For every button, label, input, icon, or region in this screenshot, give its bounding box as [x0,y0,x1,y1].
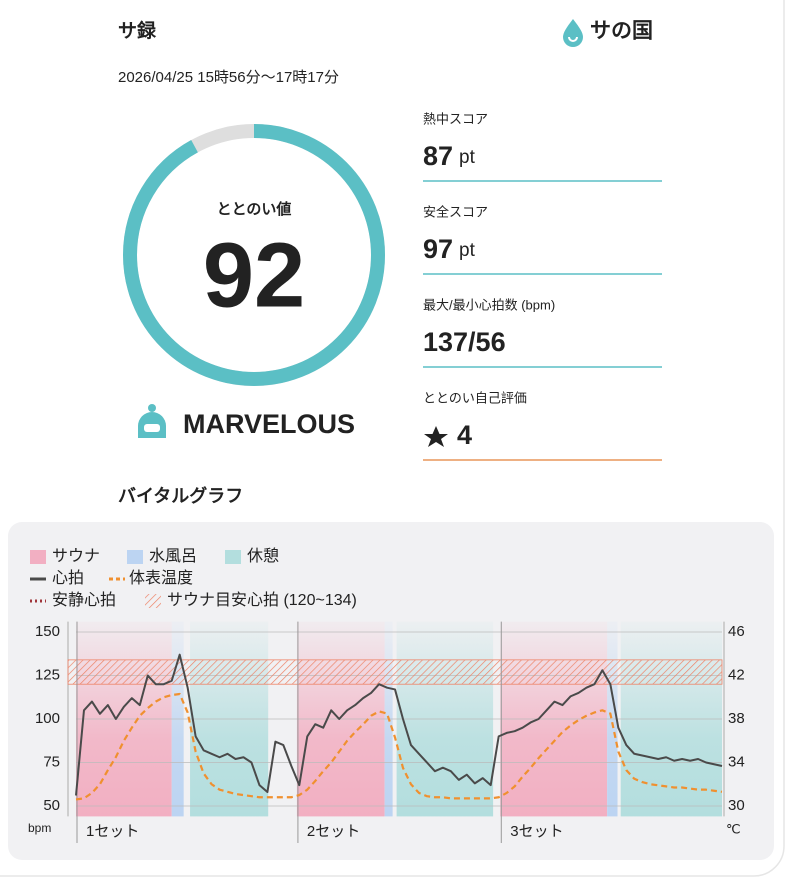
legend-swatch [127,550,143,564]
stat-number: 87 [423,141,453,171]
stats: 熱中スコア 87 pt 安全スコア 97 pt 最大/最小心拍数 (bpm) 137/56 とと… [423,111,662,461]
stat-number: 137/56 [423,327,506,357]
stat-value: 4 [457,420,472,450]
y-tick-label: 125 [35,666,60,683]
ring-arc [123,124,385,386]
series-line [75,653,723,796]
rating-icon [138,404,166,438]
stat-unit: pt [459,147,476,168]
y-tick-label: 75 [43,753,60,770]
y-tick-label: 50 [43,797,60,814]
rating: MARVELOUS [183,409,355,439]
legend-label: 水風呂 [149,547,197,565]
y2-tick-label: 34 [728,753,745,770]
stat-value: 87 pt [423,141,476,171]
score-value: 92 [203,224,305,326]
legend-label: 休憩 [247,547,279,565]
y2-unit: ℃ [726,821,741,836]
stat-number: 4 [457,420,472,450]
brand-icon [563,19,583,47]
stat-label: ととのい自己評価 [423,390,527,405]
star-icon [424,426,448,447]
legend-label: 心拍 [52,569,84,587]
target-band [67,659,723,685]
legend-label: 安静心拍 [52,591,116,609]
y2-tick-label: 38 [728,710,745,727]
stat-number: 97 [423,234,453,264]
brand: サの国 [590,20,653,43]
y-unit: bpm [28,821,51,835]
legend-swatch [30,550,46,564]
legend-label: サウナ [52,547,100,565]
section-title: バイタルグラフ [118,485,243,506]
y2-tick-label: 42 [728,666,745,683]
legend-label: 体表温度 [129,569,193,587]
y-tick-label: 150 [35,623,60,640]
stat-label: 安全スコア [423,204,488,219]
score-label: ととのい値 [217,200,292,218]
score-ring [123,124,385,386]
y-tick-label: 100 [35,710,60,727]
date: 2026/04/25 15時56分〜17時17分 [118,69,339,86]
set-label: 3セット [510,823,563,840]
stat-value: 97 pt [423,234,476,264]
y2-tick-label: 46 [728,623,745,640]
page-title: サ録 [118,19,157,42]
stat-unit: pt [459,240,476,261]
set-label: 2セット [307,823,360,840]
series-line [75,692,723,801]
stat-value: 137/56 [423,327,506,357]
y2-tick-label: 30 [728,797,745,814]
brand-icon-detail [568,36,578,42]
stat-label: 最大/最小心拍数 (bpm) [423,297,555,312]
legend-label: サウナ目安心拍 (120~134) [167,591,357,609]
stat-label: 熱中スコア [423,111,488,126]
set-label: 1セット [86,823,139,840]
legend-swatch [225,550,241,564]
legend-swatch [145,594,161,608]
